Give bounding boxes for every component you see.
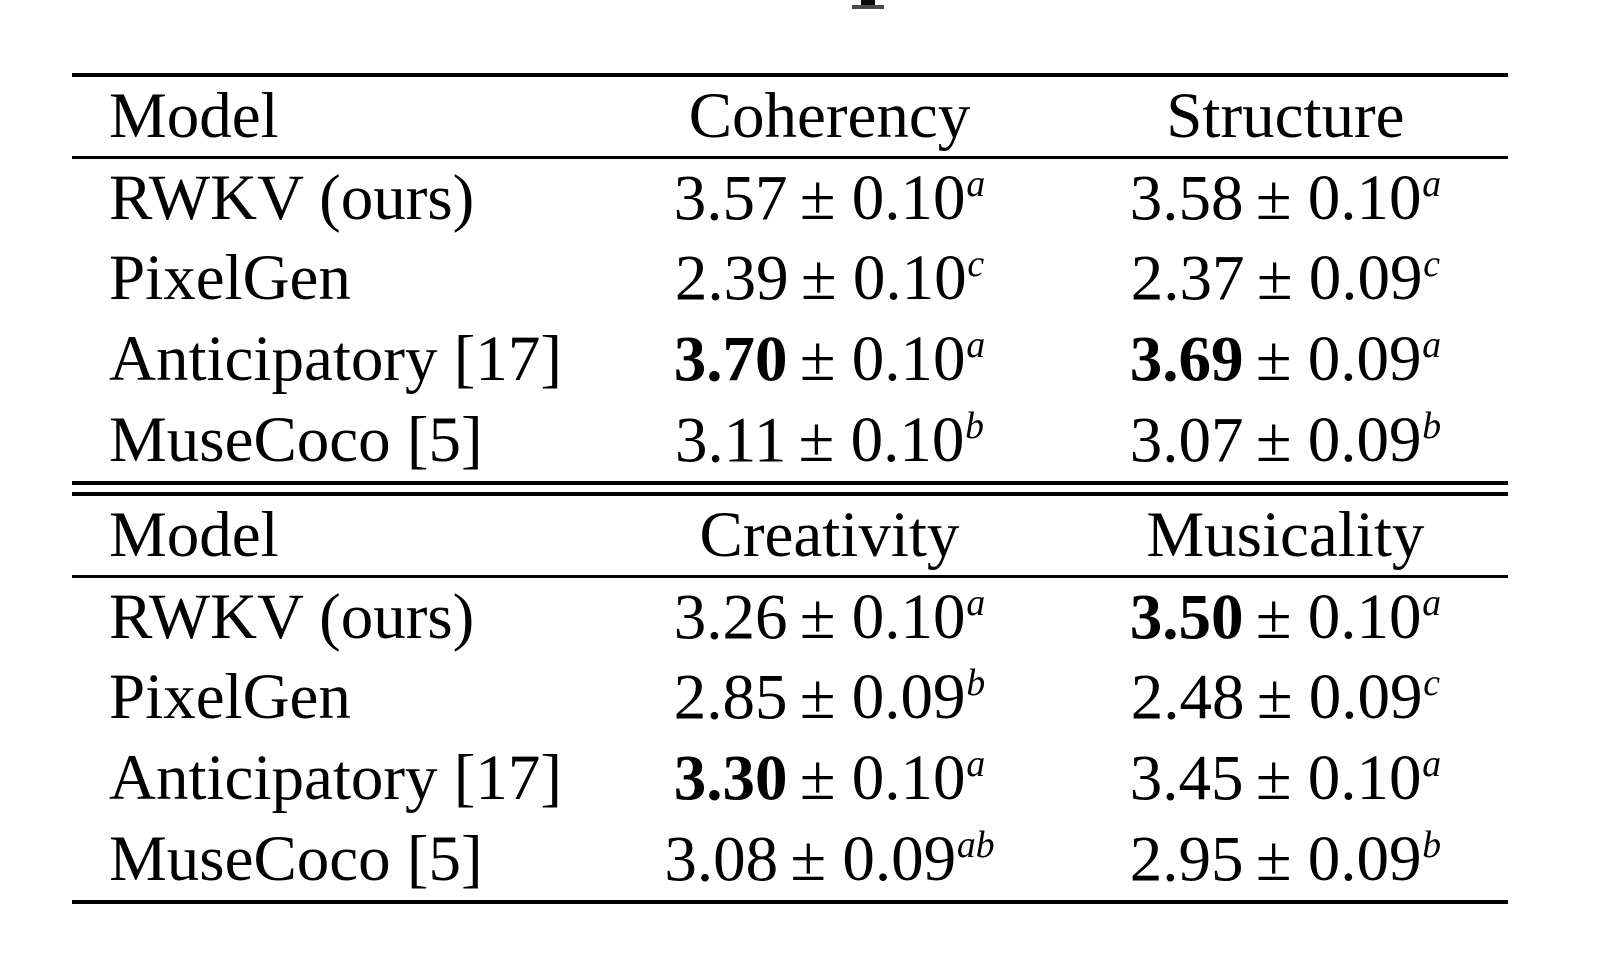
significance-superscript: a [1422, 162, 1442, 205]
score-cell: 3.26 ± 0.10a [596, 576, 1063, 657]
significance-superscript: a [966, 581, 986, 624]
score-mean: 2.85 [673, 661, 788, 734]
score-error: ± 0.10 [799, 580, 966, 653]
score-error: ± 0.10 [799, 323, 966, 396]
score-cell: 3.08 ± 0.09ab [596, 819, 1063, 900]
table-section-coherency-structure: Model Coherency Structure RWKV (ours) 3.… [72, 77, 1508, 481]
score-mean: 3.30 [673, 742, 788, 815]
score-cell: 3.70 ± 0.10a [596, 319, 1063, 400]
significance-superscript: a [966, 162, 986, 205]
score-error: ± 0.09 [790, 823, 957, 896]
column-header-model: Model [72, 496, 597, 578]
significance-superscript: a [966, 323, 986, 366]
model-name: Anticipatory [17] [109, 323, 563, 395]
table-row-pixelgen: PixelGen 2.39 ± 0.10c 2.37 ± 0.09c [72, 238, 1508, 319]
score-error: ± 0.10 [798, 404, 965, 477]
score-mean: 2.48 [1130, 661, 1245, 734]
caption-glyph-serif-foot [852, 5, 884, 9]
score-cell: 3.07 ± 0.09b [1063, 400, 1508, 481]
table-row-anticipatory: Anticipatory [17] 3.70 ± 0.10a 3.69 ± 0.09… [72, 319, 1508, 400]
score-cell: 3.57 ± 0.10a [596, 157, 1063, 238]
score-mean: 3.07 [1129, 404, 1244, 477]
model-name: RWKV (ours) [109, 580, 475, 653]
header-row: Model Coherency Structure [72, 77, 1508, 159]
score-mean: 3.70 [673, 323, 788, 396]
score-error: ± 0.10 [1255, 580, 1422, 653]
model-name: MuseCoco [5] [109, 823, 483, 895]
significance-superscript: a [1422, 581, 1442, 624]
score-error: ± 0.10 [1255, 161, 1422, 234]
score-mean: 2.95 [1129, 823, 1244, 896]
significance-superscript: c [967, 242, 985, 285]
model-name: MuseCoco [5] [109, 404, 483, 476]
score-error: ± 0.09 [1255, 323, 1422, 396]
score-error: ± 0.09 [1255, 404, 1422, 477]
score-mean: 2.39 [674, 242, 789, 315]
table-row-musecoco: MuseCoco [5] 3.08 ± 0.09ab 2.95 ± 0.09b [72, 819, 1508, 900]
score-mean: 3.45 [1129, 742, 1244, 815]
score-mean: 3.50 [1129, 580, 1244, 653]
human-evaluation-table: Model Coherency Structure RWKV (ours) 3.… [72, 73, 1508, 904]
significance-superscript: b [966, 661, 986, 704]
caption-glyph-stem [861, 0, 875, 6]
significance-superscript: c [1423, 661, 1441, 704]
table-top-rule [72, 73, 1508, 77]
score-cell: 3.30 ± 0.10a [596, 738, 1063, 819]
model-name: RWKV (ours) [109, 161, 475, 234]
header-row: Model Creativity Musicality [72, 496, 1508, 578]
score-mean: 3.08 [664, 823, 779, 896]
significance-superscript: b [965, 404, 984, 447]
cropped-caption-text-fragment [852, 0, 884, 9]
column-header-model: Model [72, 77, 597, 159]
significance-superscript: a [966, 742, 986, 785]
model-name: PixelGen [109, 242, 351, 314]
score-mean: 3.58 [1129, 161, 1244, 234]
score-cell: 3.50 ± 0.10a [1063, 576, 1508, 657]
score-mean: 3.26 [673, 580, 788, 653]
score-cell: 2.37 ± 0.09c [1063, 238, 1508, 319]
score-cell: 3.69 ± 0.09a [1063, 319, 1508, 400]
score-error: ± 0.09 [1256, 242, 1423, 315]
significance-superscript: a [1422, 742, 1442, 785]
table-bottom-rule [72, 900, 1508, 904]
score-error: ± 0.10 [799, 161, 966, 234]
score-cell: 3.45 ± 0.10a [1063, 738, 1508, 819]
column-header-musicality: Musicality [1062, 496, 1508, 578]
score-error: ± 0.09 [799, 661, 966, 734]
score-mean: 3.69 [1129, 323, 1244, 396]
table-section-creativity-musicality: Model Creativity Musicality RWKV (ours) … [72, 496, 1508, 900]
table-row-musecoco: MuseCoco [5] 3.11 ± 0.10b 3.07 ± 0.09b [72, 400, 1508, 481]
score-cell: 2.48 ± 0.09c [1063, 657, 1508, 738]
score-error: ± 0.09 [1256, 661, 1423, 734]
column-header-creativity: Creativity [596, 496, 1063, 578]
score-cell: 2.95 ± 0.09b [1063, 819, 1508, 900]
score-cell: 3.58 ± 0.10a [1063, 157, 1508, 238]
score-cell: 3.11 ± 0.10b [596, 400, 1063, 481]
score-error: ± 0.10 [1255, 742, 1422, 815]
score-mean: 3.57 [673, 161, 788, 234]
table-row-rwkv: RWKV (ours) 3.57 ± 0.10a 3.58 ± 0.10a [72, 157, 1508, 238]
table-row-pixelgen: PixelGen 2.85 ± 0.09b 2.48 ± 0.09c [72, 657, 1508, 738]
score-error: ± 0.10 [799, 742, 966, 815]
score-error: ± 0.09 [1255, 823, 1422, 896]
significance-superscript: ab [956, 823, 995, 866]
score-mean: 2.37 [1130, 242, 1245, 315]
score-cell: 2.39 ± 0.10c [596, 238, 1063, 319]
significance-superscript: b [1422, 823, 1442, 866]
significance-superscript: c [1423, 242, 1441, 285]
score-cell: 2.85 ± 0.09b [596, 657, 1063, 738]
significance-superscript: a [1422, 323, 1442, 366]
table-row-rwkv: RWKV (ours) 3.26 ± 0.10a 3.50 ± 0.10a [72, 576, 1508, 657]
column-header-structure: Structure [1062, 77, 1508, 159]
score-error: ± 0.10 [800, 242, 967, 315]
model-name: Anticipatory [17] [109, 742, 563, 814]
model-name: PixelGen [109, 661, 351, 733]
table-middle-double-rule [72, 481, 1508, 496]
score-mean: 3.11 [674, 404, 787, 477]
table-row-anticipatory: Anticipatory [17] 3.30 ± 0.10a 3.45 ± 0.10… [72, 738, 1508, 819]
significance-superscript: b [1422, 404, 1442, 447]
column-header-coherency: Coherency [596, 77, 1063, 159]
